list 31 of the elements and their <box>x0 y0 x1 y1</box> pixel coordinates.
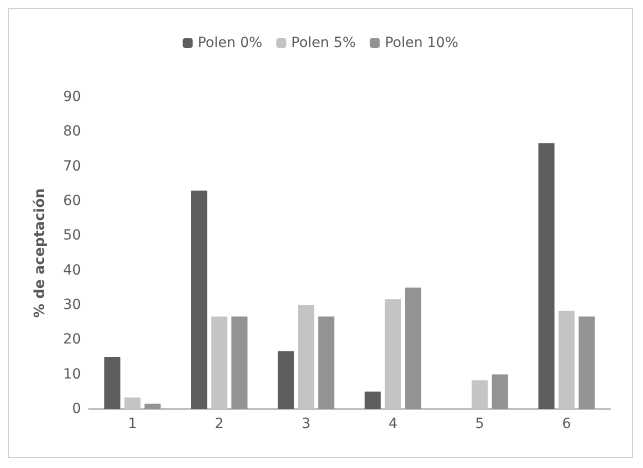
bar <box>104 357 120 409</box>
x-tick-label: 6 <box>562 416 572 432</box>
bar <box>578 316 595 409</box>
y-tick-label: 30 <box>63 297 81 313</box>
y-tick-label: 0 <box>72 401 81 417</box>
bar <box>231 316 248 409</box>
y-tick-label: 50 <box>63 228 81 244</box>
y-tick-label: 20 <box>63 332 81 348</box>
x-tick-label: 2 <box>214 416 224 432</box>
bar <box>191 190 208 409</box>
bar <box>144 404 161 409</box>
bar <box>318 316 334 409</box>
bar <box>405 288 422 409</box>
y-tick-label: 90 <box>63 89 81 105</box>
x-tick-label: 4 <box>388 416 398 432</box>
y-tick-label: 60 <box>63 193 81 209</box>
y-tick-label: 80 <box>63 124 81 140</box>
y-tick-label: 10 <box>63 366 81 382</box>
x-tick-label: 1 <box>128 416 137 432</box>
y-tick-label: 70 <box>63 158 81 174</box>
x-tick-label: 3 <box>302 416 311 432</box>
x-tick-label: 5 <box>475 416 484 432</box>
y-axis-title: % de aceptación <box>32 188 48 318</box>
bar <box>278 351 294 409</box>
legend-label: Polen 0% <box>198 35 262 51</box>
bar <box>492 374 508 409</box>
legend-label: Polen 5% <box>291 35 356 51</box>
legend-label: Polen 10% <box>384 35 458 51</box>
bar <box>538 143 554 409</box>
bar <box>364 392 381 409</box>
y-tick-label: 40 <box>63 262 81 278</box>
